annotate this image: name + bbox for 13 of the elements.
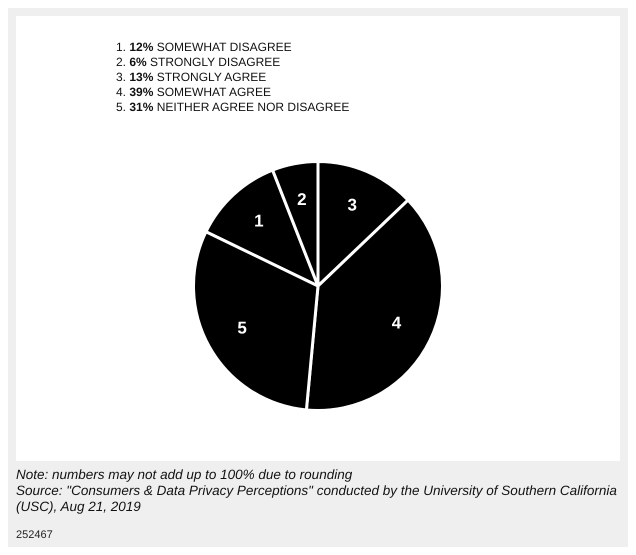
slice-label: 3 — [348, 196, 358, 215]
text: 5. 31% NEITHER AGREE NOR DISAGREE — [116, 100, 350, 115]
slice-label: 2 — [297, 190, 307, 210]
source-note: Source: "Consumers & Data Privacy Perceptions" conducted by the University of Southern California (USC), Aug 21, 2019 — [16, 483, 618, 515]
text: 4. 39% SOMEWHAT AGREE — [116, 85, 272, 100]
text: 252467 — [16, 529, 53, 541]
slice-label: 1 — [254, 212, 264, 231]
text: Note: numbers may not add up to 100% due to rounding — [16, 467, 354, 483]
slice-label: 4 — [392, 314, 402, 333]
text: 2. 6% STRONGLY DISAGREE — [116, 55, 282, 70]
text: 1. 12% SOMEWHAT DISAGREE — [116, 40, 293, 55]
text: 3. 13% STRONGLY AGREE — [116, 70, 268, 85]
slice-label: 5 — [237, 318, 247, 338]
